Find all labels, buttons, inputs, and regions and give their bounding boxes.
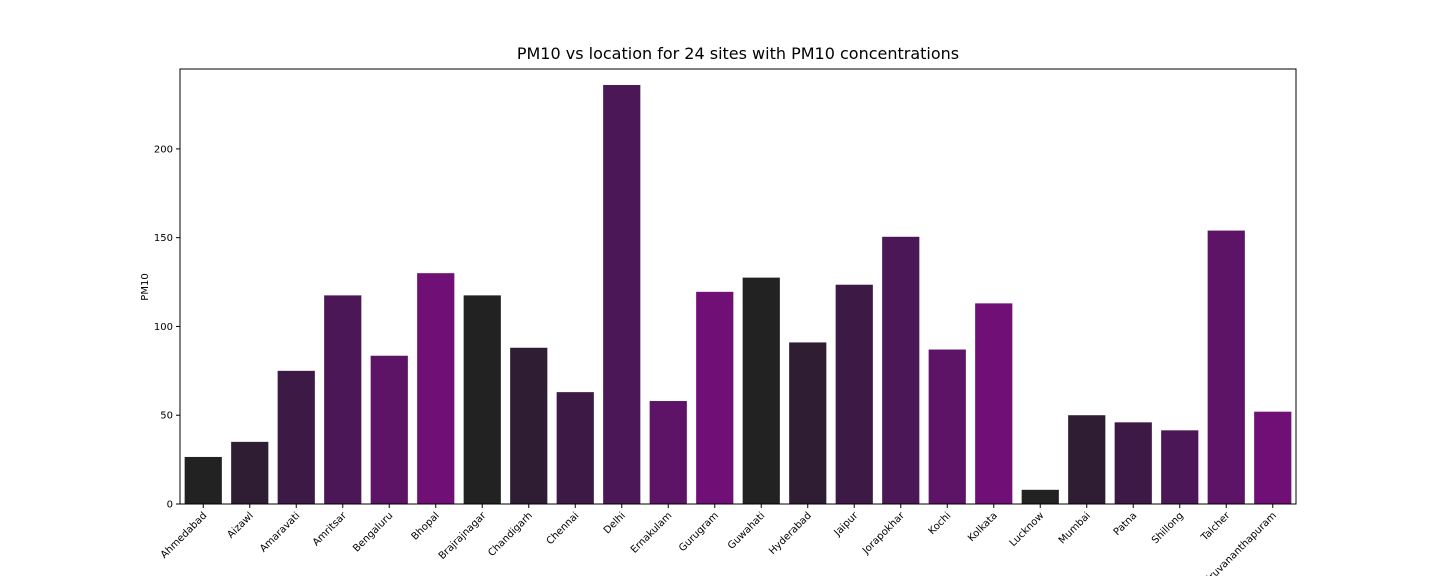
x-tick-label: Patna: [1112, 510, 1140, 538]
x-tick-label: Ernakulam: [629, 510, 674, 555]
x-tick-label: Jorapokhar: [860, 510, 907, 557]
bar-aizawl: [231, 441, 269, 504]
bar-shillong: [1161, 430, 1199, 504]
bar-kochi: [928, 349, 966, 504]
x-tick-label: Brajrajnagar: [437, 510, 489, 562]
x-tick-label: Shillong: [1150, 510, 1186, 546]
bar-hyderabad: [789, 342, 827, 504]
y-tick-label: 200: [154, 144, 173, 155]
bar-ahmedabad: [184, 456, 222, 504]
bar-amaravati: [277, 370, 315, 504]
bar-guwahati: [742, 277, 780, 504]
y-tick-label: 150: [154, 233, 173, 244]
bar-jaipur: [835, 284, 873, 504]
bar-bhopal: [417, 273, 455, 504]
bar-brajrajnagar: [463, 295, 501, 504]
x-tick-label: Kolkata: [966, 510, 1000, 544]
y-axis-label: PM10: [140, 273, 151, 300]
chart-title: PM10 vs location for 24 sites with PM10 …: [517, 44, 959, 63]
bar-lucknow: [1021, 489, 1059, 504]
bars-group: [184, 84, 1292, 505]
x-tick-label: Amaravati: [258, 510, 302, 554]
y-axis: 0 50 100 150 200: [154, 144, 180, 511]
x-tick-label: Aizawl: [225, 510, 255, 540]
x-tick-label: Amritsar: [311, 510, 350, 549]
bar-gurugram: [696, 291, 734, 504]
x-tick-label: Gurugram: [677, 510, 721, 554]
x-tick-label: Thiruvananthapuram: [1196, 510, 1279, 576]
bar-patna: [1114, 422, 1152, 504]
bar-chandigarh: [510, 347, 548, 504]
bar-talcher: [1207, 230, 1245, 504]
x-axis: Ahmedabad Aizawl Amaravati Amritsar Bengalur…: [159, 504, 1279, 576]
x-tick-label: Delhi: [602, 510, 628, 536]
bar-delhi: [603, 84, 641, 504]
x-tick-label: Chennai: [545, 510, 582, 547]
bar-kolkata: [975, 303, 1013, 504]
x-tick-label: Lucknow: [1008, 510, 1047, 549]
x-tick-label: Chandigarh: [486, 510, 535, 559]
bar-amritsar: [324, 295, 362, 504]
x-tick-label: Talcher: [1199, 510, 1233, 544]
bar-jorapokhar: [882, 236, 920, 505]
bar-bengaluru: [370, 355, 408, 504]
x-tick-label: Guwahati: [726, 510, 767, 551]
x-tick-label: Ahmedabad: [159, 510, 209, 560]
y-tick-label: 0: [167, 500, 173, 511]
bar-ernakulam: [649, 401, 687, 504]
y-tick-label: 50: [160, 411, 173, 422]
bar-thiruvananthapuram: [1254, 411, 1292, 504]
x-tick-label: Jaipur: [832, 510, 861, 539]
plot-frame: [179, 68, 1297, 505]
x-tick-label: Bengaluru: [351, 510, 395, 554]
x-tick-label: Hyderabad: [767, 510, 814, 557]
bar-chennai: [556, 392, 594, 504]
bar-mumbai: [1068, 415, 1106, 504]
x-tick-label: Bhopal: [410, 510, 442, 542]
x-tick-label: Mumbai: [1057, 510, 1093, 546]
x-tick-label: Kochi: [927, 510, 954, 537]
y-tick-label: 100: [154, 322, 173, 333]
